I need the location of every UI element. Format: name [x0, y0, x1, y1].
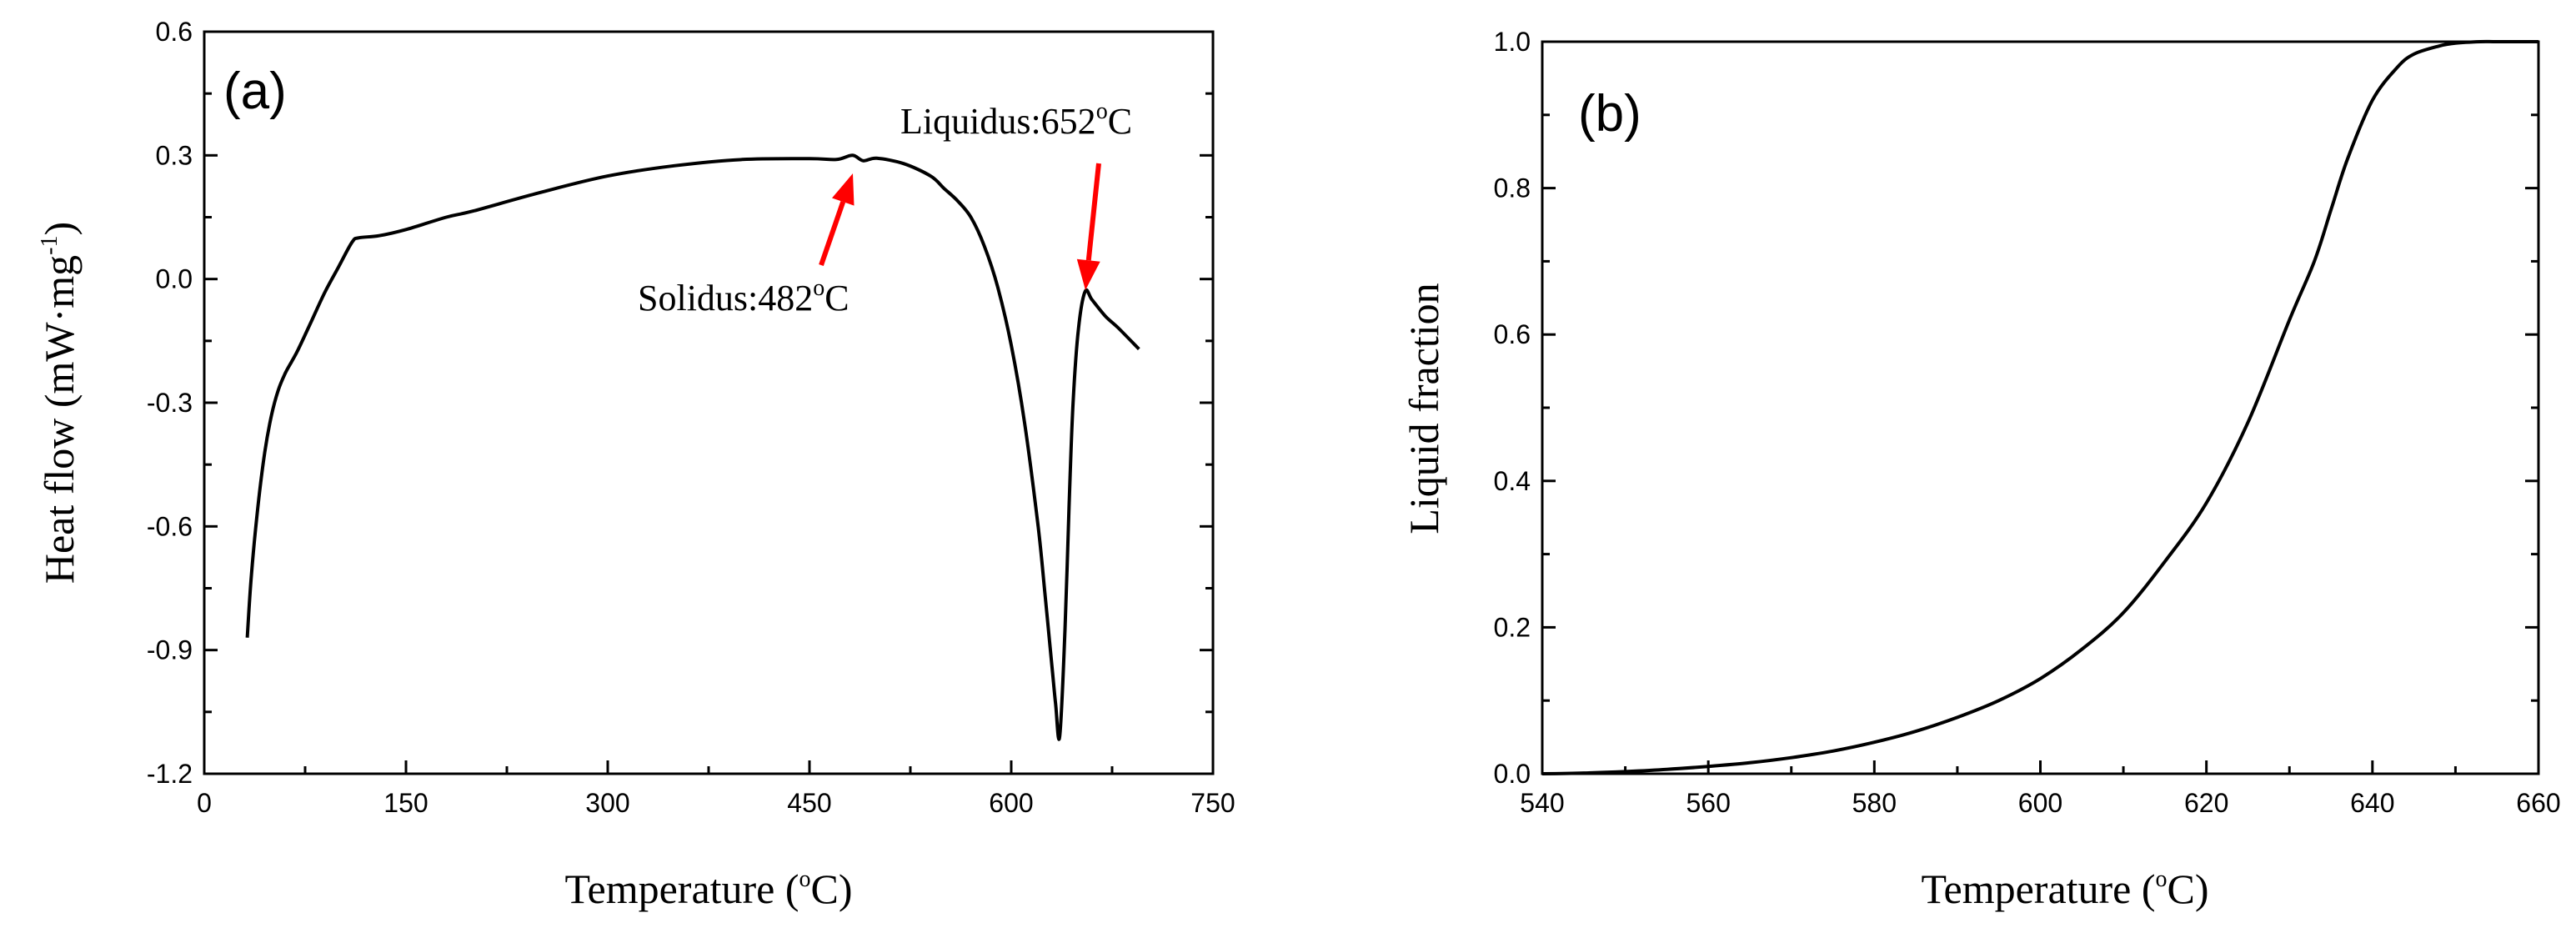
x-axis-title-sup: o — [2156, 866, 2168, 892]
y-tick-label: 1.0 — [1494, 27, 1531, 57]
x-tick-label: 580 — [1852, 788, 1897, 818]
y-tick-label: 0.8 — [1494, 173, 1531, 203]
annotation-label-end: C — [824, 278, 849, 319]
y-axis-title-main: Liquid fraction — [1401, 283, 1447, 534]
x-axis-title-end: C) — [2168, 865, 2209, 912]
x-tick-label: 0 — [197, 788, 212, 818]
x-axis-title-end: C) — [811, 865, 853, 912]
x-tick-label: 640 — [2350, 788, 2394, 818]
x-axis-title: Temperature (oC) — [1921, 865, 2208, 912]
y-axis-title-main: Heat flow (mW·mg — [36, 255, 83, 584]
y-tick-label: 0.6 — [1494, 319, 1531, 349]
annotation-arrow-head — [1076, 258, 1100, 290]
annotation-arrow-shaft — [819, 201, 846, 266]
x-tick-label: 560 — [1686, 788, 1730, 818]
panel-a: 0 150 300 450 600 750 -1.2 -0.9 -0.6 -0.3 0.0 0.3 0.… — [36, 17, 1235, 912]
panel-b: 540 560 580 600 620 640 660 0.0 0.2 0.4 0.6 0.8 1.0 (… — [1401, 27, 2561, 912]
panel-label: (a) — [223, 63, 287, 120]
annotation-label-main: Solidus:482 — [638, 278, 813, 319]
y-axis-title-sup: -1 — [37, 236, 63, 255]
y-tick-label: 0.0 — [156, 264, 193, 294]
y-axis-title-end: ) — [36, 222, 83, 236]
y-tick-label: -0.3 — [147, 388, 193, 418]
y-tick-label: -1.2 — [147, 759, 193, 789]
panel-label: (b) — [1578, 85, 1641, 143]
x-tick-label: 450 — [787, 788, 831, 818]
y-tick-label: -0.6 — [147, 511, 193, 541]
y-tick-label: 0.0 — [1494, 759, 1531, 789]
annotation-label-main: Liquidus:652 — [900, 101, 1096, 142]
x-axis-title: Temperature (oC) — [564, 865, 852, 912]
x-axis-title-main: Temperature ( — [1921, 865, 2155, 912]
series-line — [245, 153, 1140, 741]
series-line — [1541, 39, 2538, 775]
x-axis-title-sup: o — [799, 866, 811, 892]
x-tick-label: 660 — [2516, 788, 2560, 818]
y-tick-label: 0.6 — [156, 17, 193, 47]
x-tick-label: 600 — [989, 788, 1033, 818]
x-tick-label: 150 — [383, 788, 428, 818]
annotation-arrow-shaft — [1085, 163, 1101, 261]
y-tick-label: 0.4 — [1494, 466, 1531, 496]
x-tick-label: 750 — [1190, 788, 1235, 818]
annotation-label-sup: o — [813, 275, 824, 301]
y-tick-label: -0.9 — [147, 635, 193, 665]
y-axis-title: Liquid fraction — [1401, 283, 1447, 534]
y-tick-label: 0.2 — [1494, 612, 1531, 642]
plot-frame — [1541, 40, 2540, 775]
annotation-label-end: C — [1108, 101, 1132, 142]
x-tick-label: 600 — [2018, 788, 2062, 818]
y-tick-label: 0.3 — [156, 140, 193, 170]
x-tick-label: 620 — [2184, 788, 2228, 818]
x-tick-label: 300 — [585, 788, 629, 818]
annotation-label-sup: o — [1096, 98, 1108, 124]
x-axis-title-main: Temperature ( — [564, 865, 799, 912]
annotation-arrow-head — [832, 173, 854, 206]
x-tick-label: 540 — [1520, 788, 1564, 818]
annotation-label: Liquidus:652oC — [900, 98, 1132, 142]
plot-frame — [203, 30, 1215, 775]
y-axis-title: Heat flow (mW·mg-1) — [36, 222, 83, 584]
annotation-label: Solidus:482oC — [638, 275, 849, 319]
